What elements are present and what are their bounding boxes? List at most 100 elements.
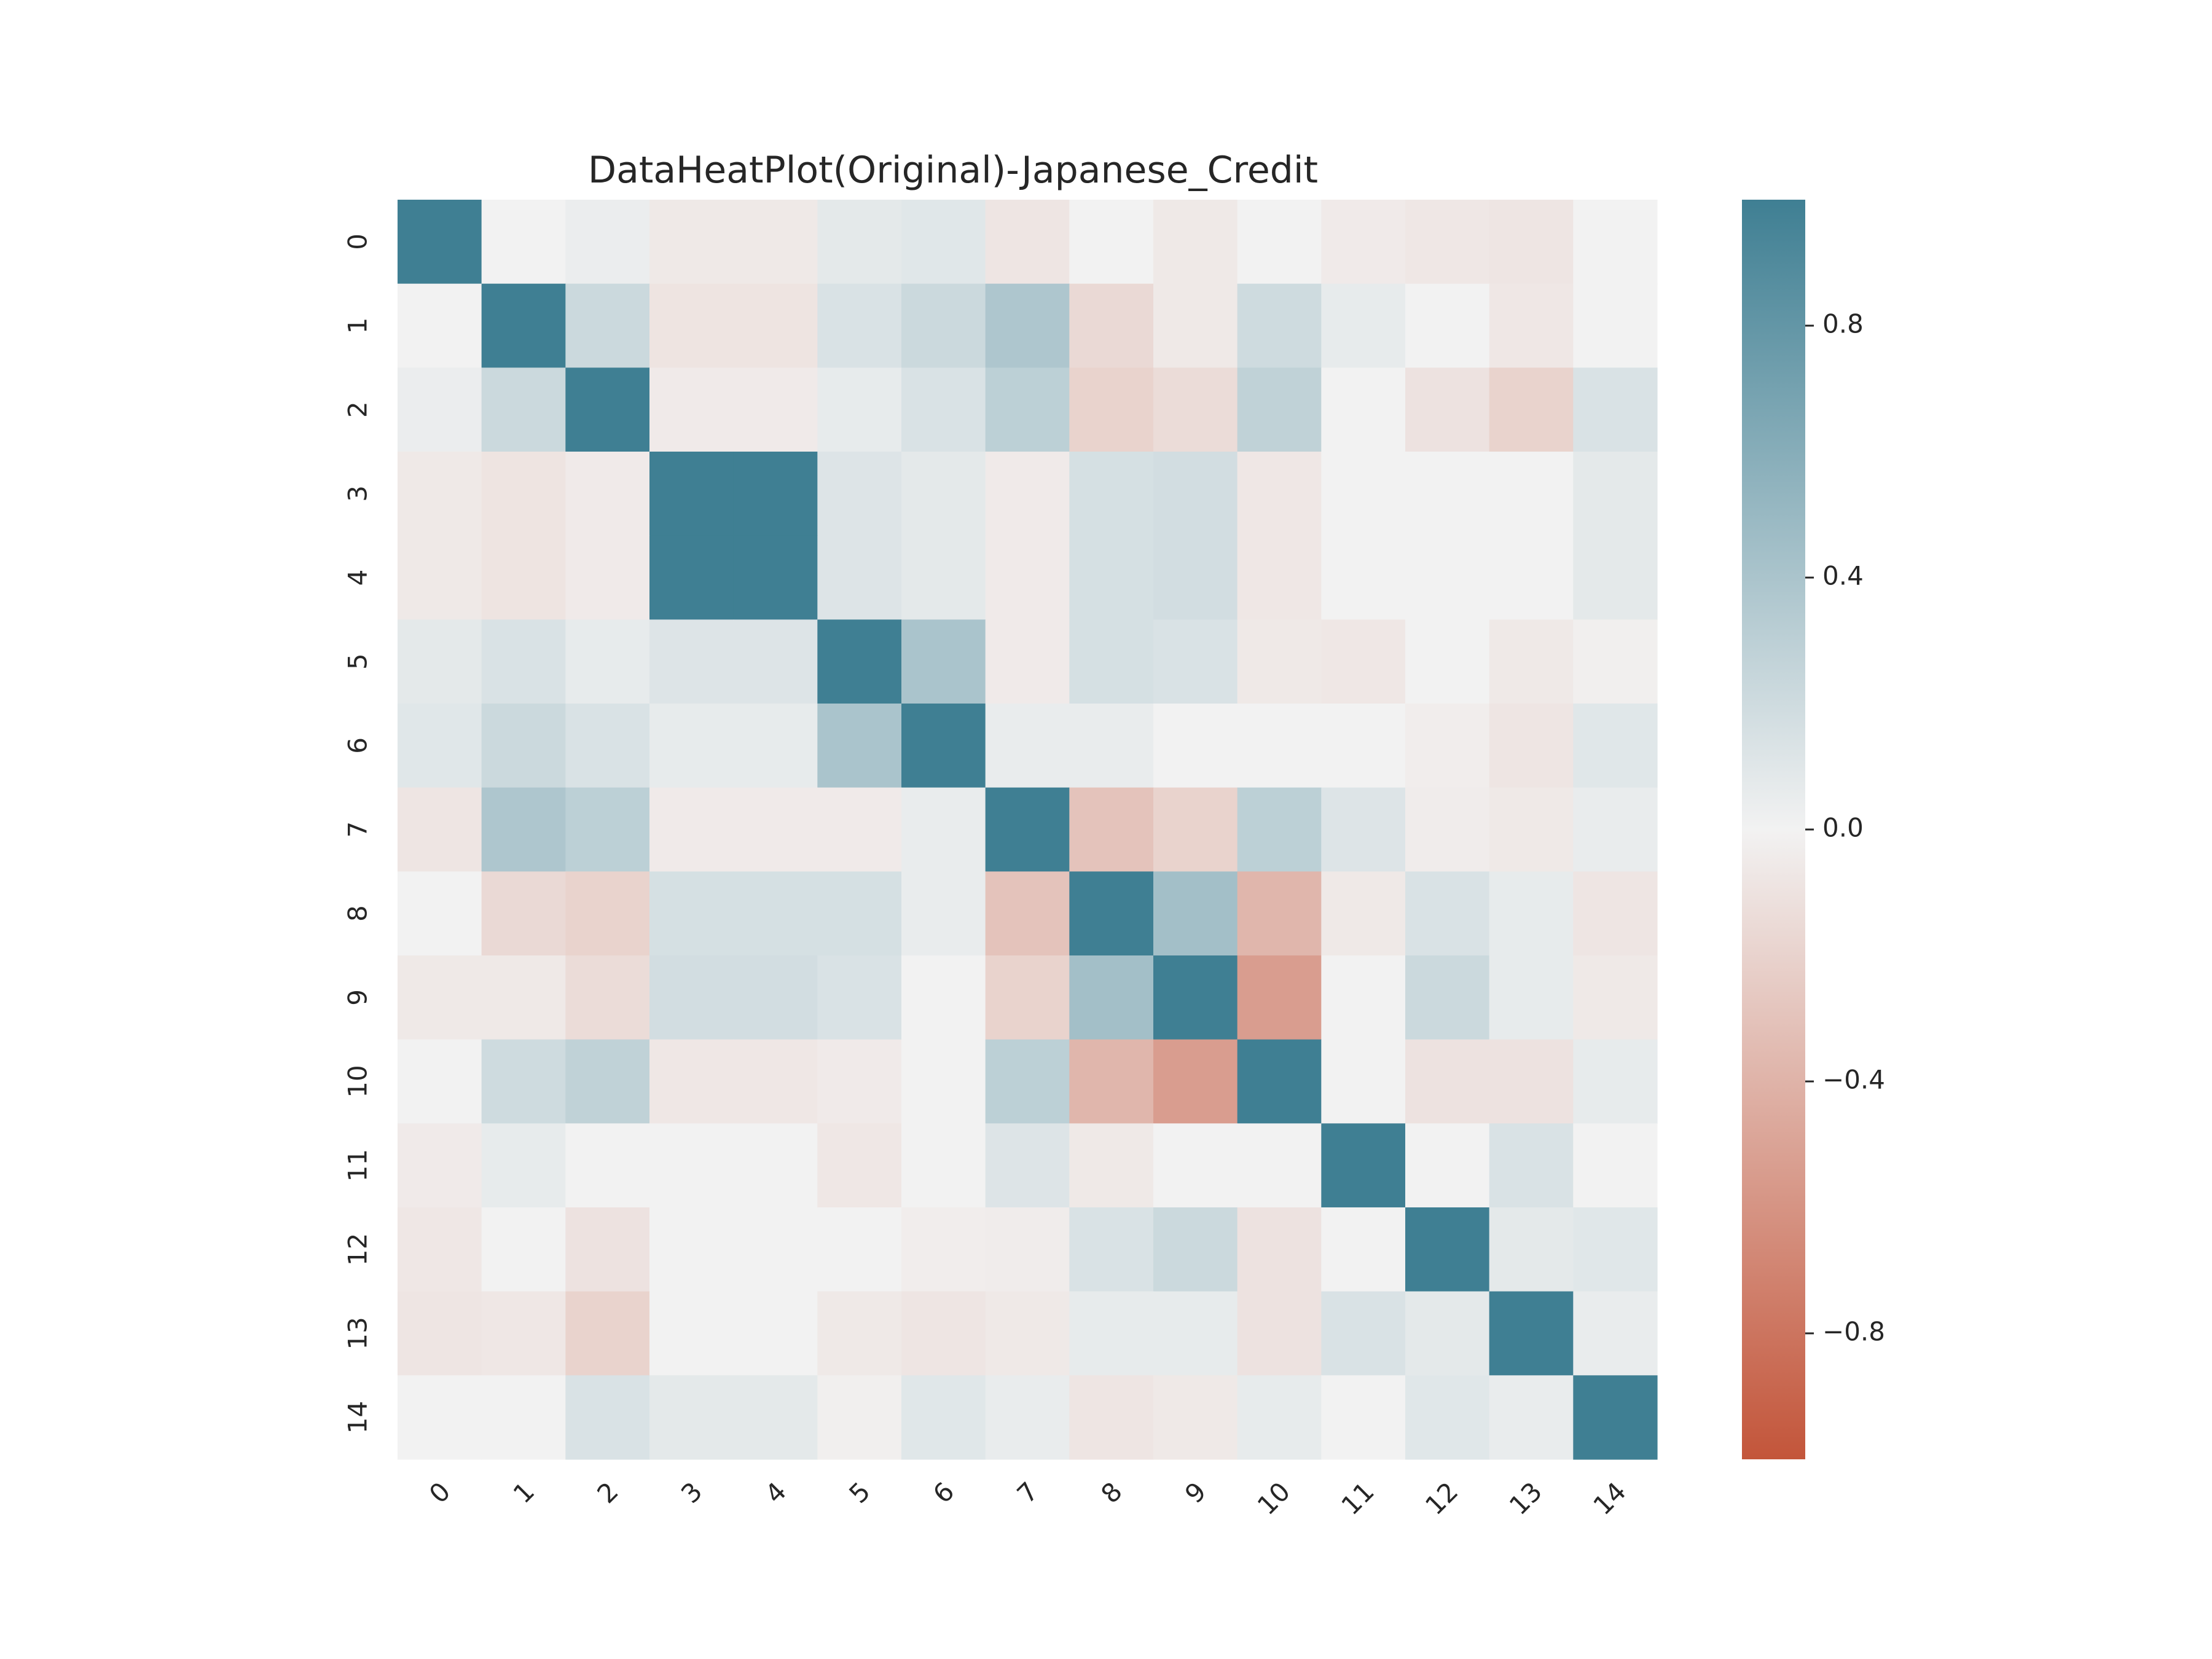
- heatmap-cell-6-2: [565, 704, 650, 788]
- heatmap-cell-5-11: [1321, 619, 1406, 704]
- heatmap-cell-5-12: [1405, 619, 1490, 704]
- heatmap-cell-7-11: [1321, 787, 1406, 872]
- heatmap-cell-3-12: [1405, 452, 1490, 536]
- heatmap-cell-7-6: [901, 787, 986, 872]
- heatmap-cell-8-0: [398, 871, 482, 956]
- heatmap-cell-13-14: [1573, 1291, 1658, 1376]
- y-tick-label: 5: [342, 653, 372, 670]
- heatmap-cell-3-2: [565, 452, 650, 536]
- heatmap-cell-8-3: [649, 871, 734, 956]
- y-tick-label: 0: [343, 233, 373, 250]
- heatmap-cell-14-9: [1153, 1375, 1238, 1460]
- heatmap-cell-13-9: [1153, 1291, 1238, 1376]
- heatmap-cell-8-11: [1321, 871, 1406, 956]
- heatmap-cell-11-1: [481, 1123, 566, 1208]
- heatmap-cell-9-4: [733, 955, 818, 1040]
- heatmap-cell-1-11: [1321, 283, 1406, 368]
- heatmap-cell-2-3: [649, 367, 734, 452]
- heatmap-cell-14-3: [649, 1375, 734, 1460]
- heatmap-cell-7-9: [1153, 787, 1238, 872]
- heatmap-cell-4-7: [985, 535, 1070, 620]
- heatmap-cell-4-0: [398, 535, 482, 620]
- heatmap-cell-12-1: [481, 1207, 566, 1292]
- heatmap-cell-4-9: [1153, 535, 1238, 620]
- heatmap-cell-8-14: [1573, 871, 1658, 956]
- heatmap-cell-6-7: [985, 704, 1070, 788]
- heatmap-cell-7-10: [1237, 787, 1322, 872]
- heatmap-cell-10-2: [565, 1039, 650, 1124]
- heatmap-cell-4-14: [1573, 535, 1658, 620]
- heatmap-cell-12-5: [817, 1207, 902, 1292]
- heatmap-cell-1-1: [481, 283, 566, 368]
- heatmap-cell-6-11: [1321, 704, 1406, 788]
- heatmap-cell-8-7: [985, 871, 1070, 956]
- heatmap-cell-0-6: [901, 200, 986, 284]
- x-tick-label: 10: [1252, 1477, 1296, 1521]
- heatmap-cell-11-12: [1405, 1123, 1490, 1208]
- colorbar-ticks: 0.8 0.4 0.0 −0.4 −0.8: [1805, 309, 1885, 1347]
- heatmap-cell-4-10: [1237, 535, 1322, 620]
- heatmap-cell-9-6: [901, 955, 986, 1040]
- heatmap-cell-0-5: [817, 200, 902, 284]
- heatmap-cell-9-7: [985, 955, 1070, 1040]
- heatmap-cell-14-0: [398, 1375, 482, 1460]
- heatmap-cell-11-5: [817, 1123, 902, 1208]
- y-tick-label: 4: [343, 570, 373, 586]
- heatmap-cell-6-1: [481, 704, 566, 788]
- heatmap-cell-11-6: [901, 1123, 986, 1208]
- heatmap-cell-3-6: [901, 452, 986, 536]
- heatmap-cell-1-12: [1405, 283, 1490, 368]
- heatmap-cell-14-7: [985, 1375, 1070, 1460]
- heatmap-cell-4-6: [901, 535, 986, 620]
- heatmap-cell-11-3: [649, 1123, 734, 1208]
- heatmap-cell-10-14: [1573, 1039, 1658, 1124]
- heatmap-cell-11-0: [398, 1123, 482, 1208]
- heatmap-cell-7-2: [565, 787, 650, 872]
- heatmap-cell-2-10: [1237, 367, 1322, 452]
- heatmap-cells: [398, 200, 1658, 1460]
- heatmap-cell-1-14: [1573, 283, 1658, 368]
- heatmap-cell-6-8: [1069, 704, 1154, 788]
- y-tick-label: 10: [343, 1065, 373, 1097]
- heatmap-cell-11-2: [565, 1123, 650, 1208]
- heatmap-cell-2-6: [901, 367, 986, 452]
- heatmap-cell-14-5: [817, 1375, 902, 1460]
- heatmap-cell-8-9: [1153, 871, 1238, 956]
- heatmap-cell-10-7: [985, 1039, 1070, 1124]
- heatmap-cell-3-10: [1237, 452, 1322, 536]
- heatmap-cell-1-7: [985, 283, 1070, 368]
- heatmap-cell-5-6: [901, 619, 986, 704]
- heatmap-cell-9-10: [1237, 955, 1322, 1040]
- heatmap-cell-11-11: [1321, 1123, 1406, 1208]
- heatmap-cell-5-2: [565, 619, 650, 704]
- heatmap-cell-9-13: [1489, 955, 1574, 1040]
- y-tick-label: 3: [343, 485, 373, 502]
- heatmap-cell-4-11: [1321, 535, 1406, 620]
- heatmap-cell-0-9: [1153, 200, 1238, 284]
- heatmap-cell-0-10: [1237, 200, 1322, 284]
- heatmap-cell-1-5: [817, 283, 902, 368]
- heatmap-cell-0-3: [649, 200, 734, 284]
- heatmap-cell-3-3: [649, 452, 734, 536]
- heatmap-cell-2-11: [1321, 367, 1406, 452]
- heatmap-cell-9-11: [1321, 955, 1406, 1040]
- heatmap-cell-12-2: [565, 1207, 650, 1292]
- heatmap-cell-1-9: [1153, 283, 1238, 368]
- heatmap-cell-6-4: [733, 704, 818, 788]
- heatmap-cell-13-6: [901, 1291, 986, 1376]
- heatmap-cell-1-0: [398, 283, 482, 368]
- heatmap-cell-0-1: [481, 200, 566, 284]
- heatmap-cell-0-13: [1489, 200, 1574, 284]
- heatmap-cell-3-4: [733, 452, 818, 536]
- heatmap-cell-7-4: [733, 787, 818, 872]
- colorbar: [1742, 200, 1805, 1459]
- heatmap-cell-13-2: [565, 1291, 650, 1376]
- heatmap-cell-8-12: [1405, 871, 1490, 956]
- heatmap-cell-14-12: [1405, 1375, 1490, 1460]
- heatmap-cell-2-12: [1405, 367, 1490, 452]
- heatmap-cell-7-5: [817, 787, 902, 872]
- heatmap-cell-13-7: [985, 1291, 1070, 1376]
- heatmap-cell-12-8: [1069, 1207, 1154, 1292]
- heatmap-cell-2-9: [1153, 367, 1238, 452]
